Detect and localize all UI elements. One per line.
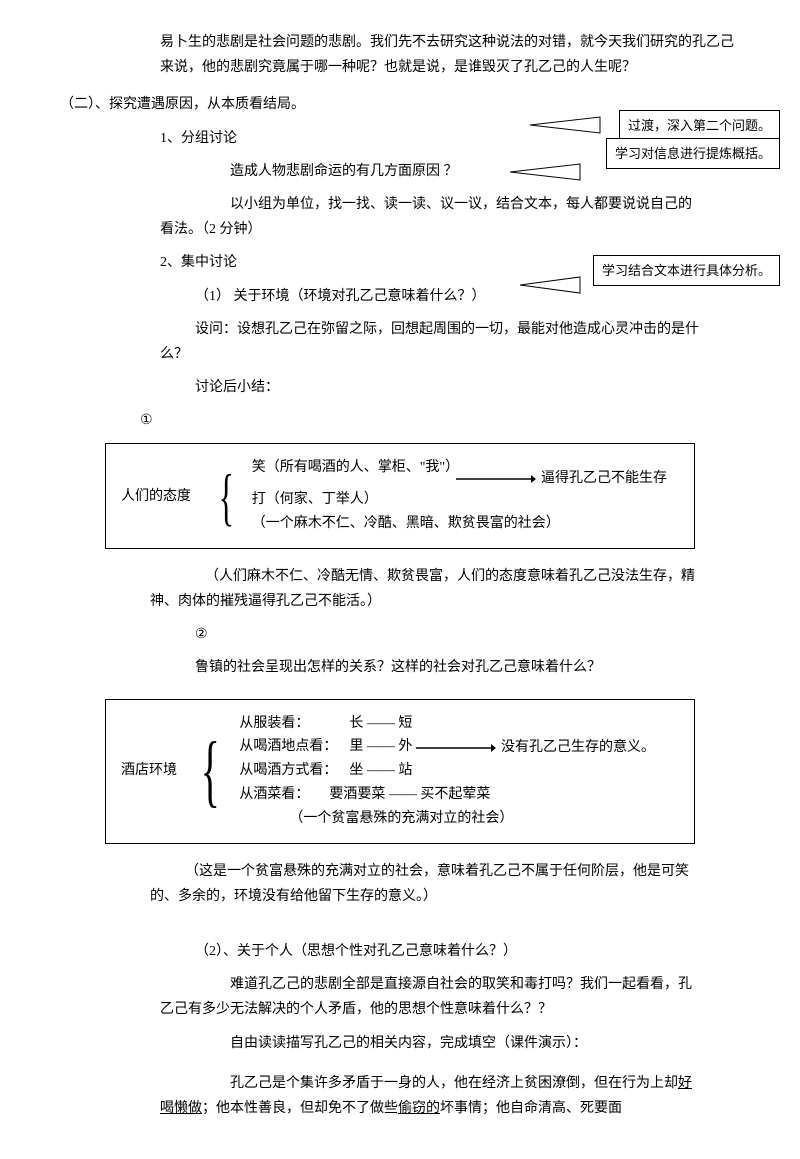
environment-box: 酒店环境 { 从服装看：长 —— 短 从喝酒地点看：里 —— 外 从喝酒方式看：…: [105, 699, 695, 844]
attitude-box: 人们的态度 { 笑（所有喝酒的人、掌柜、"我"） 打（何家、丁举人） （一个麻木…: [105, 443, 695, 548]
sub-2-p2: 自由读读描写孔乙己的相关内容，完成填空（课件演示）：: [60, 1031, 740, 1056]
callout-connector-1: [530, 115, 610, 135]
box2-line5: （一个贫富悬殊的充满对立的社会）: [239, 807, 679, 831]
box2-line3: 从喝酒方式看：坐 —— 站: [239, 759, 679, 783]
callout-transition: 过渡，深入第二个问题。: [619, 110, 780, 141]
sub-1-title: （1） 关于环境（环境对孔乙己意味着什么？）: [60, 284, 740, 309]
arrow-right-icon: [416, 743, 496, 753]
callout-connector-2: [510, 162, 590, 182]
between-2-p1: （这是一个贫富悬殊的充满对立的社会，意味着孔乙己不属于任何阶层，他是可笑的、多余…: [60, 859, 740, 909]
callout-text: 过渡，深入第二个问题。: [628, 118, 771, 133]
callout-text: 学习对信息进行提炼概括。: [615, 146, 771, 161]
left-brace-icon: {: [219, 471, 234, 522]
item-1-desc: 以小组为单位，找一找、读一读、议一议，结合文本，每人都要说说自己的看法。（2 分…: [60, 192, 740, 242]
box1-line2: 打（何家、丁举人）: [252, 488, 679, 512]
between-1-p2: 鲁镇的社会呈现出怎样的关系？这样的社会对孔乙己意味着什么？: [60, 655, 740, 680]
sub-1-question: 设问：设想孔乙己在弥留之际，回想起周围的一切，最能对他造成心灵冲击的是什么？: [60, 317, 740, 367]
box2-line1: 从服装看：长 —— 短: [239, 712, 679, 736]
box2-label: 酒店环境: [121, 758, 191, 783]
underline-2: 偷窃的: [398, 1101, 440, 1116]
intro-paragraph: 易卜生的悲剧是社会问题的悲剧。我们先不去研究这种说法的对错，就今天我们研究的孔乙…: [60, 30, 740, 80]
box2-content: 从服装看：长 —— 短 从喝酒地点看：里 —— 外 从喝酒方式看：坐 —— 站 …: [239, 712, 679, 831]
sub-2-p1: 难道孔乙己的悲剧全部是直接源自社会的取笑和毒打吗？我们一起看看，孔乙己有多少无法…: [60, 972, 740, 1022]
box1-label: 人们的态度: [121, 484, 211, 509]
between-1-p1: （人们麻木不仁、冷酷无情、欺贫畏富，人们的态度意味着孔乙己没法生存，精神、肉体的…: [60, 564, 740, 614]
callout-text: 学习结合文本进行具体分析。: [602, 263, 771, 278]
left-brace-icon: {: [201, 739, 220, 803]
box1-arrow-text: 逼得孔乙己不能生存: [541, 466, 667, 491]
box2-arrow-text: 没有孔乙己生存的意义。: [501, 735, 655, 760]
arrow-right-icon: [456, 474, 536, 484]
sub-1-result: 讨论后小结：: [60, 375, 740, 400]
callout-analyze: 学习结合文本进行具体分析。: [593, 255, 780, 286]
sub-2-title: （2）、关于个人（思想个性对孔乙己意味着什么？）: [60, 939, 740, 964]
callout-summarize: 学习对信息进行提炼概括。: [606, 138, 780, 169]
callout-connector-3: [520, 275, 590, 295]
sub-2-p3: 孔乙己是个集许多矛盾于一身的人，他在经济上贫困潦倒，但在行为上却好喝懒做；他本性…: [60, 1071, 740, 1121]
box2-line4: 从酒菜看：要酒要菜 —— 买不起荤菜: [239, 783, 679, 807]
box1-line3: （一个麻木不仁、冷酷、黑暗、欺贫畏富的社会）: [252, 512, 679, 536]
circle-1: ①: [60, 408, 740, 433]
circle-2: ②: [60, 622, 740, 647]
